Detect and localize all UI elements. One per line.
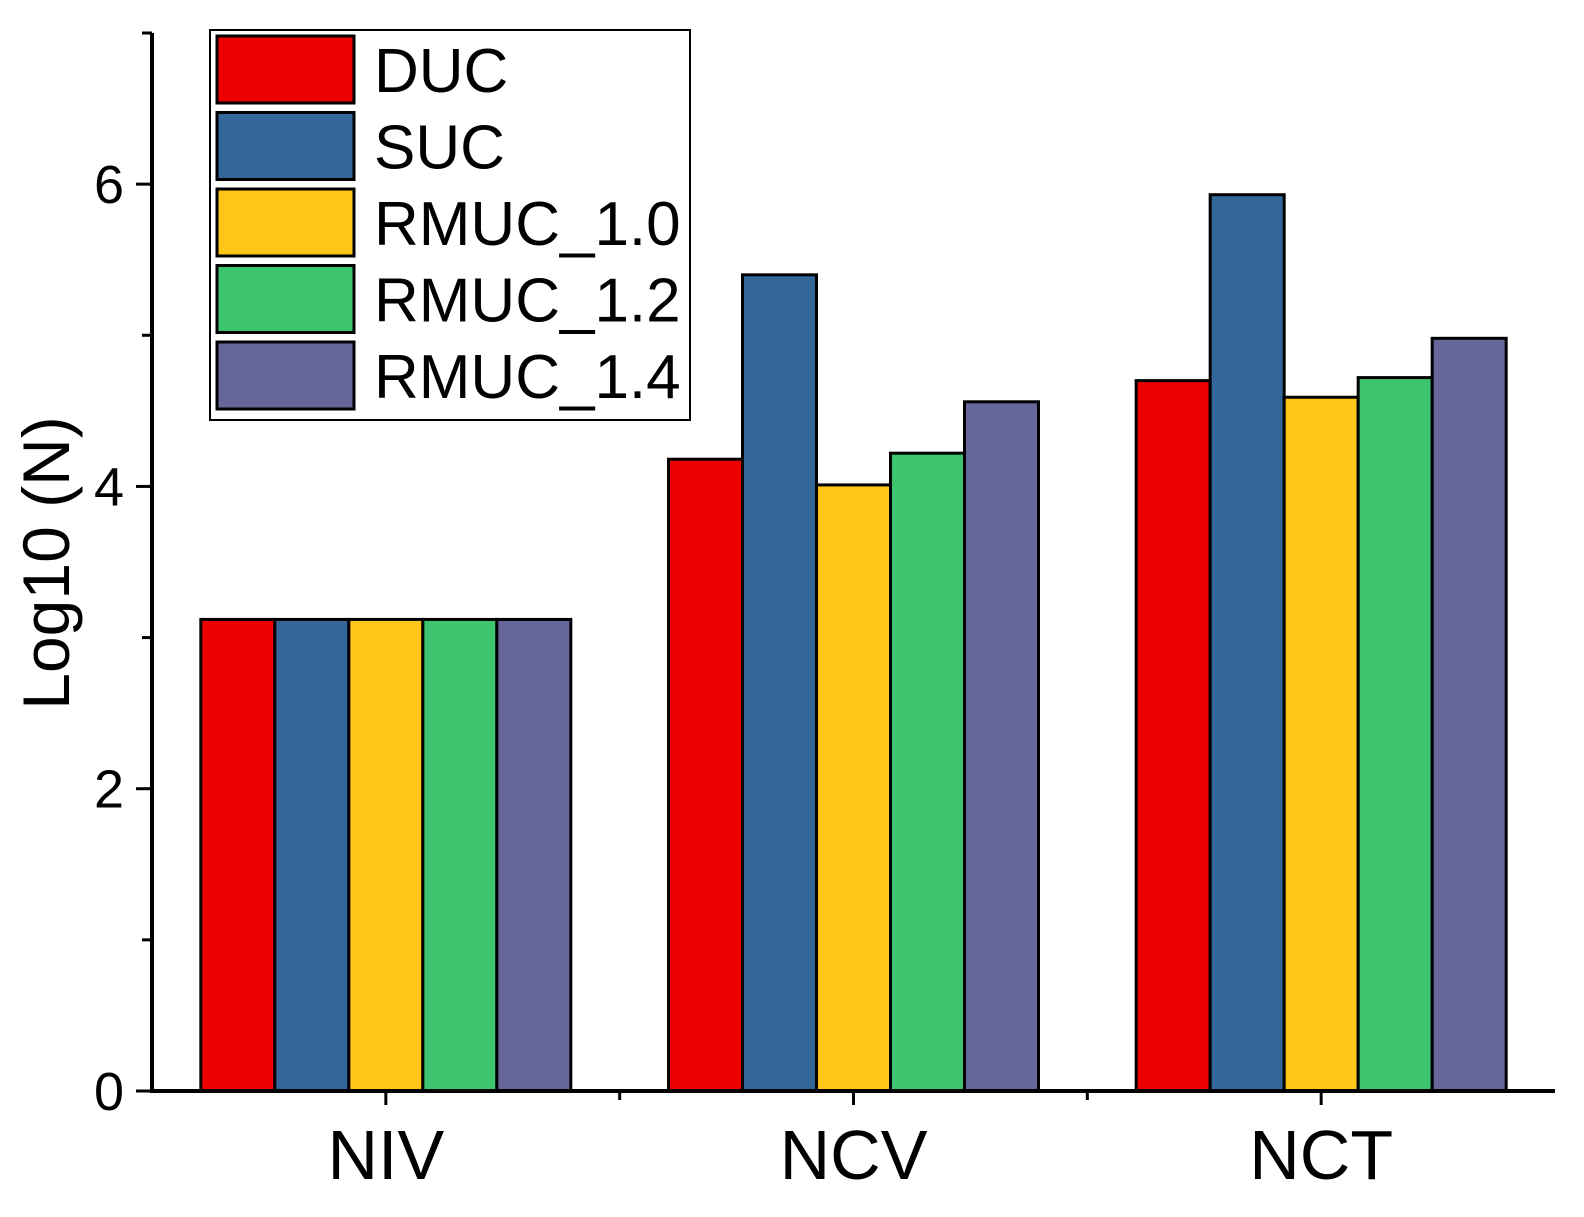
x-ticks: NIV NCV NCT <box>327 1091 1393 1194</box>
x-tick-label: NIV <box>327 1116 444 1194</box>
bar-niv-rmuc-1-4 <box>495 617 573 1093</box>
bar-niv-rmuc-1-2 <box>421 617 499 1093</box>
bar-ncv-rmuc-1-4 <box>963 400 1040 1093</box>
legend-label: RMUC_1.2 <box>374 267 681 336</box>
bar-ncv-suc <box>741 273 818 1093</box>
bars-layer <box>199 193 1508 1093</box>
legend-label: RMUC_1.4 <box>374 343 681 412</box>
legend-swatch-suc <box>215 111 356 181</box>
bar-ncv-rmuc-1-0 <box>815 483 892 1093</box>
bar-nct-rmuc-1-4 <box>1430 336 1508 1093</box>
bar-ncv-duc <box>667 457 744 1093</box>
bar-niv-duc <box>199 617 277 1093</box>
legend-swatch-rmuc-1-4 <box>215 340 356 411</box>
legend-label: RMUC_1.0 <box>374 190 681 259</box>
legend-label: SUC <box>374 114 505 183</box>
y-tick-label: 4 <box>94 457 124 517</box>
x-tick-label: NCT <box>1249 1116 1393 1194</box>
y-ticks: 0 2 4 6 <box>94 31 152 1122</box>
bar-nct-duc <box>1134 379 1212 1093</box>
bar-ncv-rmuc-1-2 <box>889 451 966 1093</box>
legend: DUC SUC RMUC_1.0 RMUC_1.2 RMUC_1.4 <box>209 29 691 421</box>
y-tick-label: 0 <box>94 1062 124 1122</box>
legend-label: DUC <box>374 37 508 106</box>
x-tick-label: NCV <box>780 1116 928 1194</box>
bar-nct-suc <box>1208 193 1286 1093</box>
legend-swatch-rmuc-1-2 <box>215 264 356 334</box>
bar-nct-rmuc-1-2 <box>1356 376 1434 1093</box>
bar-niv-rmuc-1-0 <box>347 617 425 1093</box>
legend-swatch-rmuc-1-0 <box>215 187 356 258</box>
bar-nct-rmuc-1-0 <box>1282 395 1360 1093</box>
y-tick-label: 2 <box>94 760 124 820</box>
y-axis-label: Log10 (N) <box>9 416 83 710</box>
bar-niv-suc <box>273 617 351 1093</box>
y-tick-label: 6 <box>94 155 124 215</box>
legend-swatch-duc <box>215 34 356 105</box>
